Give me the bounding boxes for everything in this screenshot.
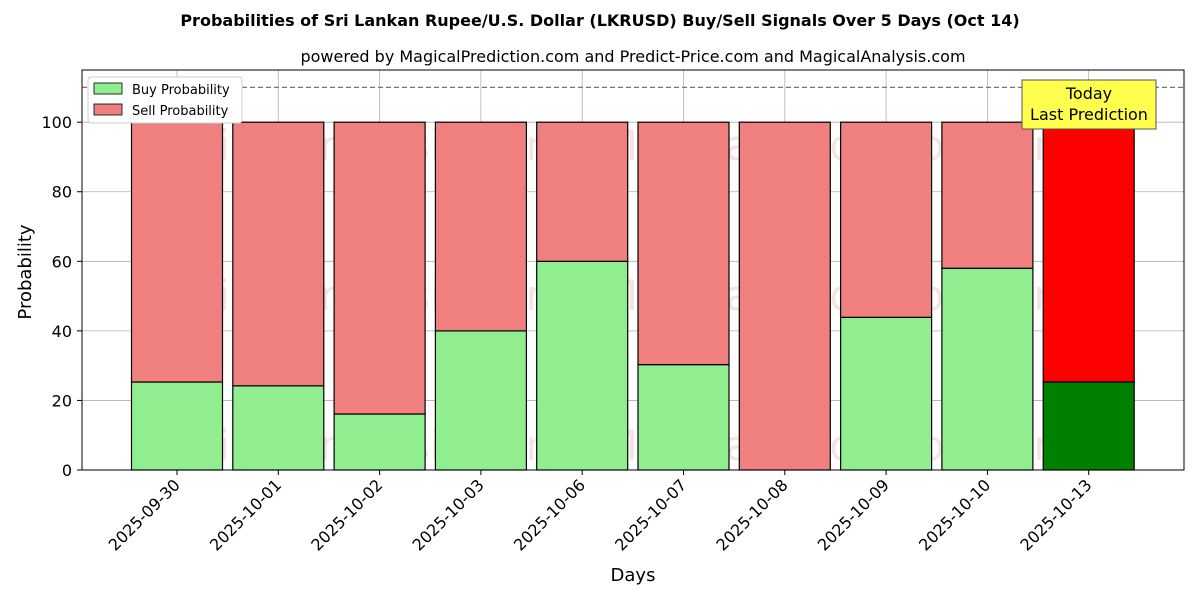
legend-swatch-sell <box>93 103 123 116</box>
annotation-box <box>1021 79 1157 130</box>
y-tick-label: 0 <box>62 461 72 480</box>
bar-buy-2025-09-30 <box>130 381 224 471</box>
bar-sell-2025-09-30 <box>130 121 224 383</box>
x-tick-label: 2025-09-30 <box>105 475 184 554</box>
y-tick-label: 40 <box>52 322 72 341</box>
y-axis-label: Probability <box>15 224 36 319</box>
x-tick-label: 2025-10-03 <box>409 475 488 554</box>
today-annotation: Today Last Prediction <box>1021 79 1157 130</box>
annotation-line2: Last Prediction <box>1030 105 1148 124</box>
legend-label-sell: Sell Probability <box>132 104 229 119</box>
x-tick-label: 2025-10-10 <box>915 475 994 554</box>
bar-buy-2025-10-06 <box>536 260 629 471</box>
x-tick-label: 2025-10-06 <box>510 475 589 554</box>
bar-sell-2025-10-09 <box>839 121 933 318</box>
bars <box>130 121 1135 471</box>
bar-buy-2025-10-07 <box>637 364 730 471</box>
bar-sell-2025-10-13 <box>1042 121 1135 383</box>
bar-sell-2025-10-03 <box>434 121 527 332</box>
annotation-line1: Today <box>1065 84 1112 103</box>
x-tick-label: 2025-10-13 <box>1016 475 1095 554</box>
bar-buy-2025-10-02 <box>333 413 426 471</box>
y-tick-label: 100 <box>41 113 72 132</box>
y-tick-label: 60 <box>52 252 72 271</box>
legend-swatch-buy <box>93 82 123 95</box>
chart-title: Probabilities of Sri Lankan Rupee/U.S. D… <box>180 11 1019 30</box>
bar-buy-2025-10-09 <box>839 316 933 471</box>
chart-subtitle: powered by MagicalPrediction.com and Pre… <box>300 47 965 66</box>
bar-sell-2025-10-07 <box>637 121 730 366</box>
y-tick-label: 80 <box>52 183 72 202</box>
bar-buy-2025-10-10 <box>941 267 1034 471</box>
x-tick-label: 2025-10-02 <box>307 475 386 554</box>
bar-sell-2025-10-01 <box>232 121 325 387</box>
x-tick-label: 2025-10-09 <box>814 475 893 554</box>
plot-frame <box>81 69 1185 471</box>
x-axis-label: Days <box>611 565 656 586</box>
bar-buy-2025-10-01 <box>232 385 325 471</box>
bar-sell-2025-10-02 <box>333 121 426 415</box>
legend-box <box>87 76 243 124</box>
x-tick-label: 2025-10-07 <box>611 475 690 554</box>
legend-label-buy: Buy Probability <box>132 83 230 98</box>
bar-sell-2025-10-08 <box>738 121 831 471</box>
bar-buy-2025-10-13 <box>1042 381 1135 471</box>
bar-sell-2025-10-10 <box>941 121 1034 269</box>
legend: Buy Probability Sell Probability <box>87 76 243 124</box>
bar-buy-2025-10-03 <box>434 330 527 471</box>
x-tick-label: 2025-10-01 <box>206 475 285 554</box>
bar-sell-2025-10-06 <box>536 121 629 262</box>
x-tick-label: 2025-10-08 <box>712 475 791 554</box>
y-tick-label: 20 <box>52 391 72 410</box>
